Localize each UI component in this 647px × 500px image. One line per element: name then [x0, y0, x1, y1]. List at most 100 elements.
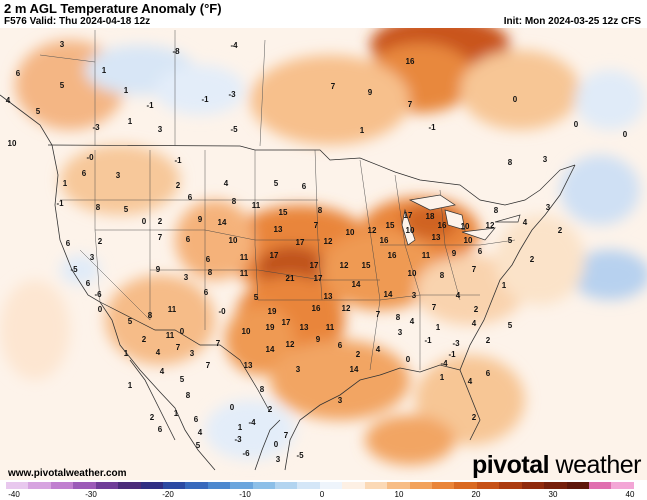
- anomaly-value-label: 0: [180, 327, 185, 336]
- anomaly-value-label: 13: [324, 292, 333, 301]
- anomaly-value-label: 8: [440, 271, 445, 280]
- anomaly-value-label: -4: [440, 359, 448, 368]
- colorbar-swatch: [588, 482, 612, 489]
- colorbar-swatch: [432, 482, 455, 489]
- anomaly-value-label: 11: [240, 253, 249, 262]
- colorbar-swatch: [387, 482, 410, 489]
- anomaly-value-label: 3: [543, 155, 548, 164]
- colorbar-swatch: [611, 482, 634, 489]
- anomaly-value-label: -1: [146, 101, 154, 110]
- anomaly-value-label: 15: [279, 208, 288, 217]
- anomaly-value-label: -3: [234, 435, 242, 444]
- anomaly-value-label: 8: [96, 203, 101, 212]
- anomaly-value-label: -1: [448, 350, 456, 359]
- anomaly-value-label: 0: [98, 305, 103, 314]
- anomaly-value-label: 4: [456, 291, 461, 300]
- anomaly-value-label: 12: [342, 304, 351, 313]
- anomaly-value-label: 18: [426, 212, 435, 221]
- anomaly-value-label: 4: [376, 345, 381, 354]
- anomaly-value-label: 1: [124, 349, 129, 358]
- anomaly-value-label: 6: [186, 235, 191, 244]
- great-lakes: [401, 194, 521, 246]
- anomaly-value-label: 7: [284, 431, 289, 440]
- anomaly-map: 3 -8 -4 16 6 1 5 1 -3 7 9 4 -1 -1 7 0 5 1 -3 -5 3 1 -1 10 0 0 -0 -1…: [0, 28, 647, 480]
- anomaly-value-label: 16: [438, 221, 447, 230]
- anomaly-value-label: 5: [196, 441, 201, 450]
- brand-light: weather: [555, 451, 642, 479]
- anomaly-value-label: 7: [376, 310, 381, 319]
- anomaly-value-label: 12: [486, 221, 495, 230]
- anomaly-value-label: 4: [410, 317, 415, 326]
- anomaly-value-label: 6: [82, 169, 87, 178]
- anomaly-value-label: -3: [452, 339, 460, 348]
- anomaly-value-label: 3: [90, 253, 95, 262]
- anomaly-value-label: 0: [230, 403, 235, 412]
- anomaly-value-label: 11: [422, 251, 431, 260]
- anomaly-value-label: 8: [148, 311, 153, 320]
- anomaly-value-label: 4: [160, 367, 165, 376]
- colorbar-swatch: [118, 482, 141, 489]
- anomaly-value-label: 19: [268, 307, 277, 316]
- anomaly-value-label: 7: [158, 233, 163, 242]
- anomaly-value-label: -6: [242, 449, 250, 458]
- state-borders: [60, 149, 516, 371]
- anomaly-value-label: 2: [98, 237, 103, 246]
- anomaly-value-label: 3: [158, 125, 163, 134]
- anomaly-value-label: -5: [70, 265, 78, 274]
- anomaly-value-label: 2: [142, 335, 147, 344]
- anomaly-value-label: 12: [340, 261, 349, 270]
- map-title: 2 m AGL Temperature Anomaly (°F): [4, 1, 222, 16]
- anomaly-value-label: -4: [230, 41, 238, 50]
- anomaly-value-label: 9: [156, 265, 161, 274]
- colorbar: -40 -30 -20 -10 0 10 20 30 40: [0, 480, 647, 500]
- colorbar-tick-label: 40: [625, 490, 635, 499]
- brand-logo: pivotal weather: [472, 451, 641, 480]
- anomaly-value-label: 9: [368, 88, 373, 97]
- anomaly-value-label: 17: [314, 274, 323, 283]
- anomaly-value-label: 12: [368, 226, 377, 235]
- anomaly-value-label: 4: [156, 348, 161, 357]
- anomaly-value-label: 4: [468, 377, 473, 386]
- anomaly-value-label: 6: [338, 341, 343, 350]
- colorbar-swatch: [409, 482, 433, 489]
- anomaly-value-label: -4: [248, 418, 256, 427]
- anomaly-value-label: 11: [168, 305, 177, 314]
- anomaly-value-label: -8: [172, 47, 180, 56]
- anomaly-value-label: 4: [523, 218, 528, 227]
- anomaly-value-label: 2: [150, 413, 155, 422]
- anomaly-value-label: 1: [238, 423, 243, 432]
- anomaly-value-label: 6: [206, 255, 211, 264]
- colorbar-swatch: [566, 482, 589, 489]
- colorbar-tick-label: -40: [8, 490, 20, 499]
- anomaly-value-label: 7: [472, 265, 477, 274]
- colorbar-swatch: [50, 482, 74, 489]
- anomaly-value-label: 7: [206, 361, 211, 370]
- colorbar-swatch: [162, 482, 186, 489]
- anomaly-value-label: 6: [302, 182, 307, 191]
- colorbar-swatch: [454, 482, 477, 489]
- anomaly-value-label: 6: [194, 415, 199, 424]
- anomaly-shading: [0, 28, 647, 465]
- anomaly-value-label: 4: [224, 179, 229, 188]
- anomaly-value-label: 11: [240, 269, 249, 278]
- anomaly-value-label: 2: [472, 413, 477, 422]
- anomaly-value-label: 4: [472, 319, 477, 328]
- anomaly-value-label: 8: [318, 206, 323, 215]
- anomaly-value-label: 5: [128, 317, 133, 326]
- anomaly-value-label: -6: [94, 290, 102, 299]
- colorbar-swatch: [207, 482, 231, 489]
- anomaly-value-label: 6: [86, 279, 91, 288]
- anomaly-value-label: 1: [128, 381, 133, 390]
- anomaly-value-label: 11: [252, 201, 261, 210]
- anomaly-value-label: -1: [174, 156, 182, 165]
- anomaly-value-label: 5: [124, 205, 129, 214]
- anomaly-value-label: 15: [362, 261, 371, 270]
- anomaly-value-label: 13: [432, 233, 441, 242]
- anomaly-value-label: 1: [436, 323, 441, 332]
- colorbar-swatch: [73, 482, 96, 489]
- anomaly-value-label: 11: [326, 323, 335, 332]
- anomaly-value-label: 1: [63, 179, 68, 188]
- anomaly-value-label: 5: [180, 375, 185, 384]
